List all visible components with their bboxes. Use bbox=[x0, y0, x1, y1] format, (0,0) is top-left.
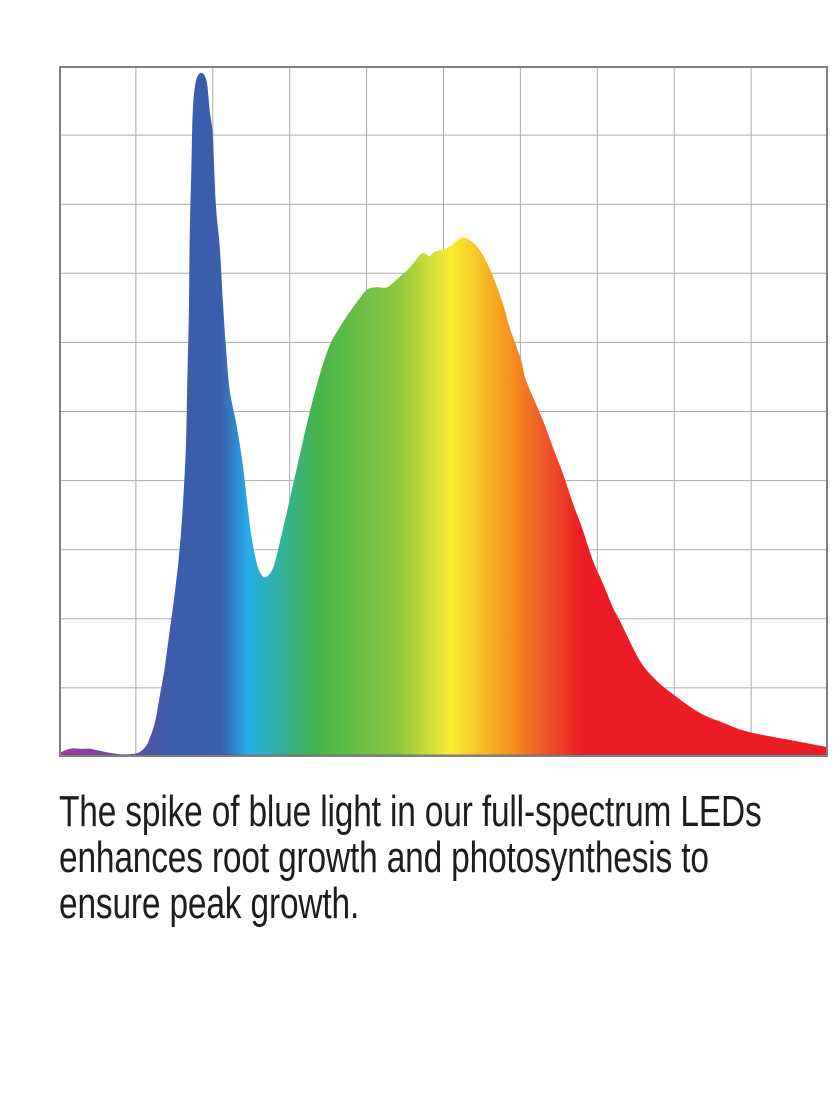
chart-border bbox=[59, 66, 828, 757]
spectrum-chart bbox=[59, 66, 828, 757]
spectrum-area bbox=[59, 72, 828, 756]
caption-line-1: The spike of blue light in our full-spec… bbox=[59, 787, 762, 836]
spectrum-chart-canvas bbox=[59, 66, 828, 757]
caption: The spike of blue light in our full-spec… bbox=[59, 789, 789, 927]
caption-line-3: ensure peak growth. bbox=[59, 879, 360, 928]
caption-line-2: enhances root growth and photosynthesis … bbox=[59, 833, 709, 882]
